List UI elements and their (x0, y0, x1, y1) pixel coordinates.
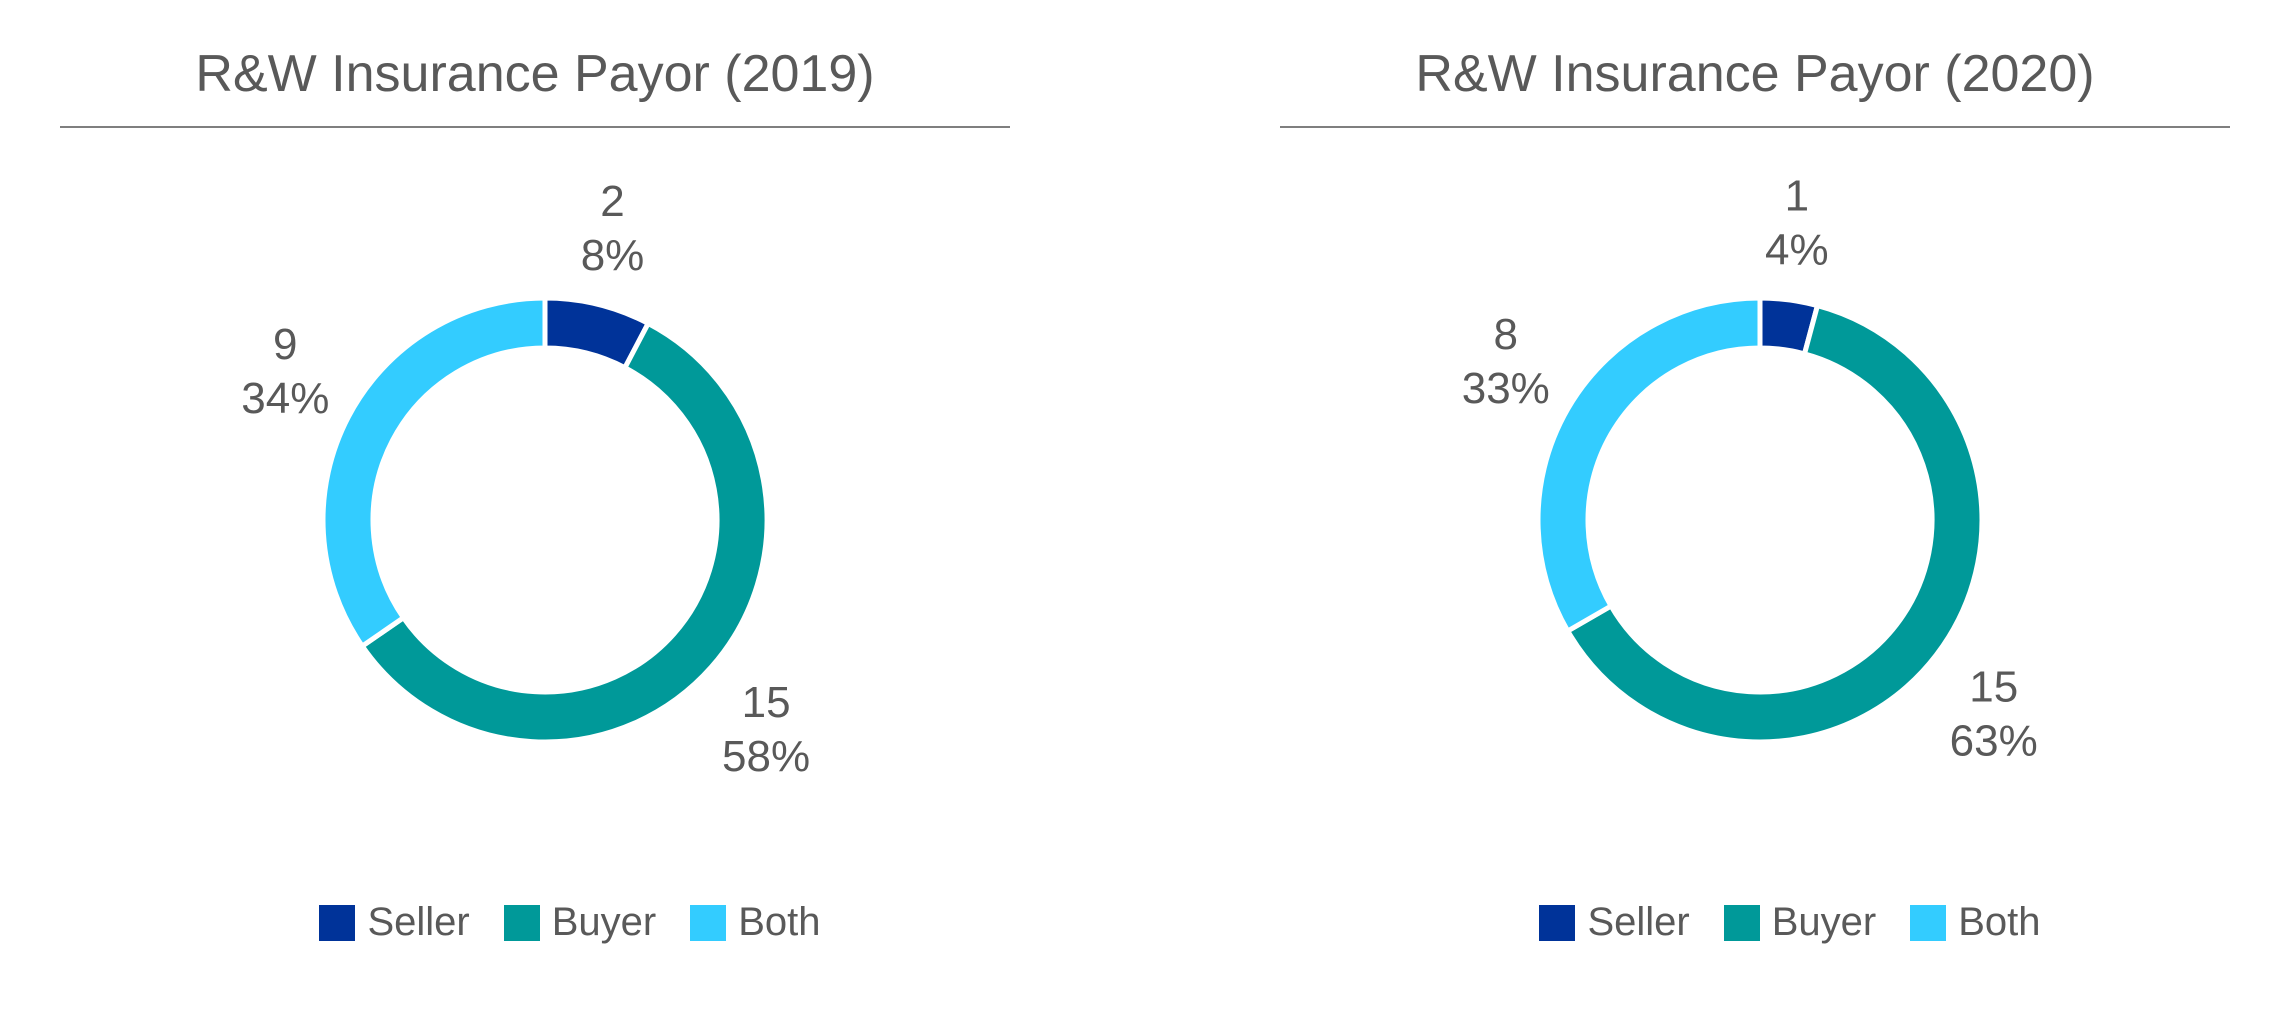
donut-chart: 2 8% 15 58% 9 34% (241, 177, 810, 781)
legend-label: Both (738, 900, 821, 944)
legend-swatch (690, 904, 727, 941)
legend: Seller Buyer Both (1220, 900, 2280, 945)
data-label-percent: 63% (1950, 717, 2038, 766)
title-divider (1280, 126, 2230, 128)
data-label-value: 9 (273, 320, 297, 369)
donut-slice-both (320, 295, 548, 650)
data-label-percent: 8% (581, 231, 645, 280)
data-label-value: 2 (600, 177, 624, 226)
data-label-value: 1 (1785, 171, 1809, 220)
legend-item-seller: Seller (1539, 900, 1690, 945)
data-label-percent: 34% (241, 374, 329, 423)
chart-2020: R&W Insurance Payor (2020) 1 4% 15 63% 8 33% … (1140, 0, 2280, 1031)
legend-label: Seller (367, 900, 470, 944)
data-label-value: 15 (742, 678, 791, 727)
chart-2019: R&W Insurance Payor (2019) 2 8% 15 58% 9 34% … (0, 45, 1140, 945)
legend-swatch (1723, 904, 1760, 941)
legend: Seller Buyer Both (0, 900, 1140, 945)
data-label-percent: 58% (722, 732, 810, 781)
data-label-value: 8 (1494, 310, 1518, 359)
legend-label: Buyer (551, 900, 657, 944)
legend-swatch (1910, 904, 1947, 941)
legend-label: Seller (1587, 900, 1690, 944)
data-label-value: 15 (1969, 663, 2018, 712)
donut-slice-buyer (1564, 302, 1985, 745)
chart-title: R&W Insurance Payor (2020) (1415, 45, 2095, 103)
legend-swatch (319, 904, 356, 941)
donut-slice-both (1535, 295, 1763, 635)
legend-item-buyer: Buyer (1723, 900, 1877, 945)
title-divider (60, 126, 1010, 128)
legend-item-buyer: Buyer (503, 900, 657, 945)
legend-item-both: Both (690, 900, 821, 945)
donut-chart: 1 4% 15 63% 8 33% (1462, 171, 2038, 766)
legend-item-both: Both (1910, 900, 2041, 945)
legend-item-seller: Seller (319, 900, 470, 945)
data-label-percent: 4% (1765, 225, 1829, 274)
legend-label: Buyer (1771, 900, 1877, 944)
legend-label: Both (1958, 900, 2041, 944)
legend-swatch (503, 904, 540, 941)
data-label-percent: 33% (1462, 364, 1550, 413)
chart-title: R&W Insurance Payor (2019) (195, 45, 875, 103)
donut-slice-buyer (358, 320, 770, 745)
legend-swatch (1539, 904, 1576, 941)
